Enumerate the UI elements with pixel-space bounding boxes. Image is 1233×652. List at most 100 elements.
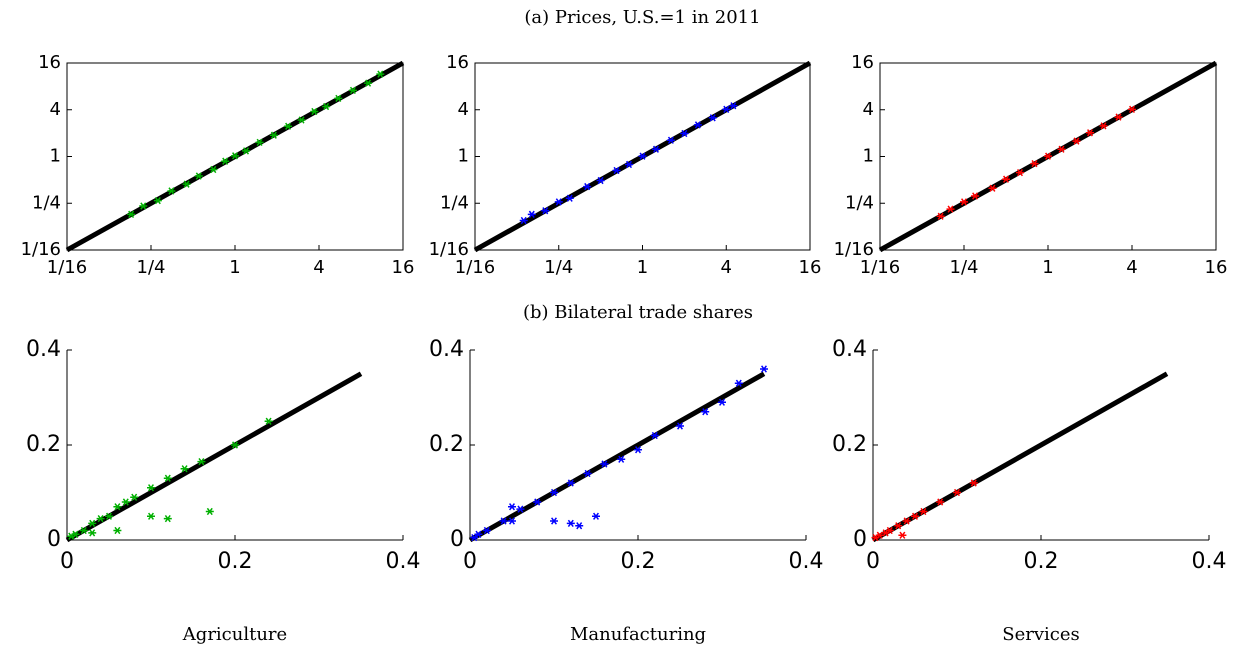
scatter-point	[592, 512, 600, 520]
x-tick-label: 0.2	[1024, 549, 1059, 574]
reference-line	[871, 371, 1169, 543]
scatter-point	[617, 455, 626, 463]
scatter-point	[269, 131, 278, 139]
x-tick-label: 0.4	[386, 549, 421, 574]
scatter-point	[566, 519, 575, 528]
scatter-point	[209, 165, 218, 174]
scatter-point	[105, 512, 113, 520]
scatter-point	[130, 493, 139, 501]
y-tick-label: 1/4	[845, 192, 874, 213]
scatter-point	[650, 431, 659, 440]
y-tick-label: 16	[38, 52, 61, 73]
scatter-point	[680, 129, 689, 138]
scatter-point	[153, 197, 162, 205]
scatter-point	[88, 519, 97, 528]
scatter-point	[231, 152, 239, 160]
scatter-point	[575, 522, 584, 530]
scatter-point	[242, 147, 251, 155]
scatter-point	[499, 517, 508, 525]
y-tick-label: 4	[458, 99, 469, 120]
x-tick-label: 1/16	[860, 257, 900, 278]
scatter-point	[147, 484, 155, 492]
y-tick-label: 1	[50, 146, 61, 167]
scatter-point	[376, 70, 385, 78]
scatter-point	[960, 198, 968, 206]
scatter-point	[163, 474, 172, 482]
scatter-point	[297, 116, 306, 124]
scatter-point	[167, 187, 176, 195]
x-tick-label: 16	[1205, 257, 1228, 278]
scatter-point	[988, 184, 997, 192]
scatter-point	[96, 514, 105, 523]
scatter-point	[1057, 145, 1066, 153]
scatter-point	[194, 172, 203, 180]
x-tick-label: 1	[637, 257, 648, 278]
scatter-point	[919, 507, 928, 516]
scatter-point	[180, 465, 189, 473]
scatter-point	[936, 498, 945, 506]
scatter-point	[760, 365, 768, 373]
x-tick-label: 0	[866, 549, 880, 574]
scatter-point	[676, 422, 684, 430]
scatter-point	[1016, 168, 1024, 177]
scatter-point	[221, 157, 230, 165]
scatter-point	[1114, 113, 1123, 121]
scatter-point	[708, 114, 717, 122]
x-axis-label: Manufacturing	[570, 624, 706, 645]
scatter-point	[470, 533, 479, 542]
scatter-point	[264, 417, 273, 425]
scatter-point	[533, 498, 542, 506]
panel-title: (a) Prices, U.S.=1 in 2011	[524, 7, 760, 28]
scatter-point	[596, 176, 605, 185]
scatter-point	[255, 138, 264, 147]
scatter-point	[885, 526, 894, 535]
y-tick-label: 0.4	[429, 337, 464, 362]
scatter-point	[334, 94, 343, 103]
x-tick-label: 0.2	[621, 549, 656, 574]
scatter-point	[936, 212, 945, 220]
scatter-point	[651, 145, 660, 153]
x-tick-label: 1/4	[950, 257, 979, 278]
x-tick-label: 1/16	[47, 257, 87, 278]
scatter-point	[310, 107, 319, 116]
scatter-point	[1072, 137, 1081, 145]
y-tick-label: 16	[446, 52, 469, 73]
y-tick-label: 0	[853, 527, 867, 552]
y-tick-label: 0.2	[429, 432, 464, 457]
y-tick-label: 1/4	[32, 192, 61, 213]
scatter-point	[121, 498, 130, 506]
reference-line	[468, 371, 766, 543]
y-tick-label: 1/16	[834, 239, 874, 260]
scatter-point	[88, 529, 97, 537]
scatter-point	[701, 408, 710, 416]
scatter-point	[729, 102, 738, 110]
y-tick-label: 1	[863, 146, 874, 167]
scatter-point	[550, 488, 558, 497]
y-tick-label: 0.2	[26, 432, 61, 457]
y-tick-label: 1/4	[440, 192, 469, 213]
x-tick-label: 1	[1042, 257, 1053, 278]
scatter-point	[1002, 175, 1010, 183]
x-tick-label: 0.4	[789, 549, 824, 574]
x-tick-label: 1/4	[544, 257, 573, 278]
scatter-point	[127, 210, 136, 218]
y-tick-label: 4	[863, 99, 874, 120]
scatter-point	[583, 469, 592, 478]
scatter-point	[894, 522, 903, 530]
x-tick-label: 4	[1126, 257, 1137, 278]
scatter-point	[969, 479, 978, 487]
y-tick-label: 0	[450, 527, 464, 552]
scatter-point	[634, 446, 642, 454]
scatter-point	[722, 105, 731, 113]
y-tick-label: 1/16	[429, 239, 469, 260]
scatter-point	[516, 505, 525, 513]
scatter-point	[231, 441, 239, 449]
scatter-point	[898, 531, 907, 539]
scatter-point	[875, 531, 884, 539]
scatter-point	[565, 194, 574, 202]
reference-line	[65, 371, 363, 543]
scatter-point	[734, 379, 743, 387]
scatter-point	[583, 182, 592, 191]
